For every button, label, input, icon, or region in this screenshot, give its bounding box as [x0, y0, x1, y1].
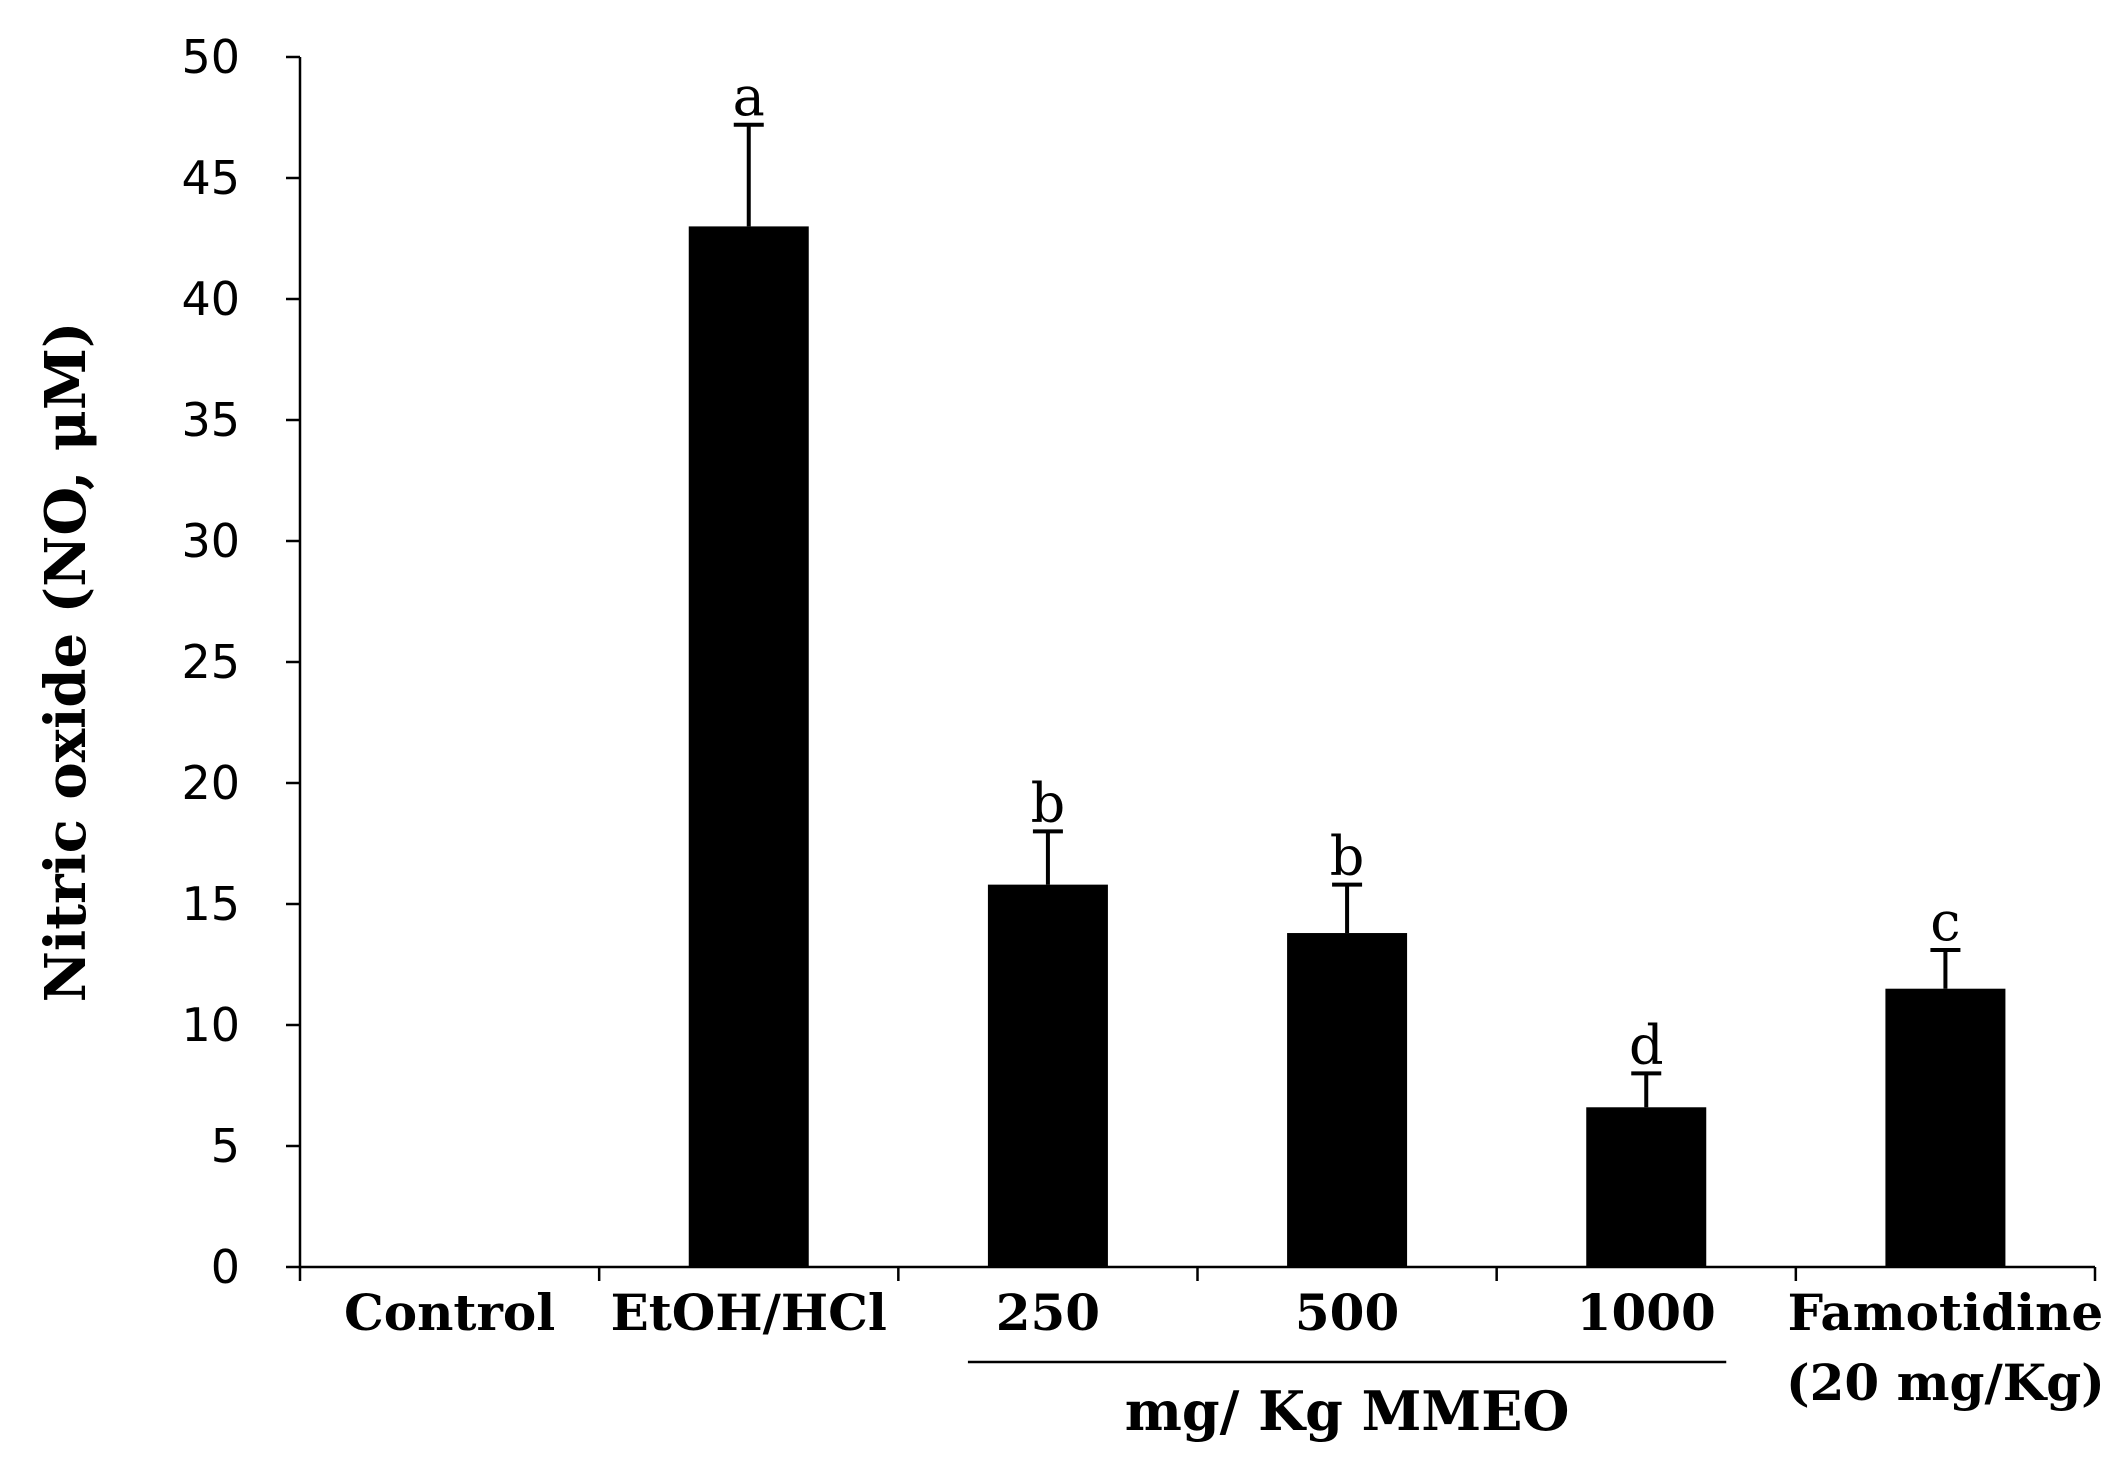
- y-tick-label: 50: [181, 30, 240, 84]
- y-tick-label: 10: [181, 998, 240, 1052]
- bar: [1586, 1107, 1707, 1267]
- bar: [1885, 988, 2006, 1267]
- x-tick-label: Famotidine: [1788, 1283, 2104, 1342]
- bar: [688, 226, 809, 1267]
- significance-letter: c: [1930, 890, 1960, 953]
- x-tick-label: Control: [344, 1283, 555, 1342]
- y-tick-label: 0: [211, 1240, 240, 1294]
- significance-letter: b: [1031, 771, 1066, 834]
- significance-letter: b: [1330, 825, 1365, 888]
- y-tick-label: 15: [181, 877, 240, 931]
- y-tick-label: 20: [181, 756, 240, 810]
- x-tick-label-line2: (20 mg/Kg): [1786, 1353, 2105, 1412]
- y-tick-label: 30: [181, 514, 240, 568]
- x-tick-label: 250: [996, 1283, 1100, 1342]
- axes: 0 5 10 15 20 25 30 35 40 45 50: [181, 30, 2097, 1294]
- y-axis-label: Nitric oxide (NO, μM): [33, 322, 99, 1003]
- y-tick-label: 25: [181, 635, 240, 689]
- bar: [987, 884, 1108, 1267]
- bars: [688, 122, 2006, 1267]
- x-tick-label: EtOH/HCl: [611, 1283, 887, 1342]
- y-tick-label: 35: [181, 393, 240, 447]
- group-label: mg/ Kg MMEO: [1125, 1379, 1570, 1443]
- y-tick-label: 45: [181, 151, 240, 205]
- significance-letter: a: [733, 65, 765, 128]
- y-tick-label: 40: [181, 272, 240, 326]
- x-tick-label: 500: [1295, 1283, 1399, 1342]
- x-tick-label: 1000: [1577, 1283, 1716, 1342]
- y-tick-label: 5: [211, 1119, 240, 1173]
- significance-letter: d: [1629, 1013, 1664, 1076]
- bar: [1287, 933, 1408, 1267]
